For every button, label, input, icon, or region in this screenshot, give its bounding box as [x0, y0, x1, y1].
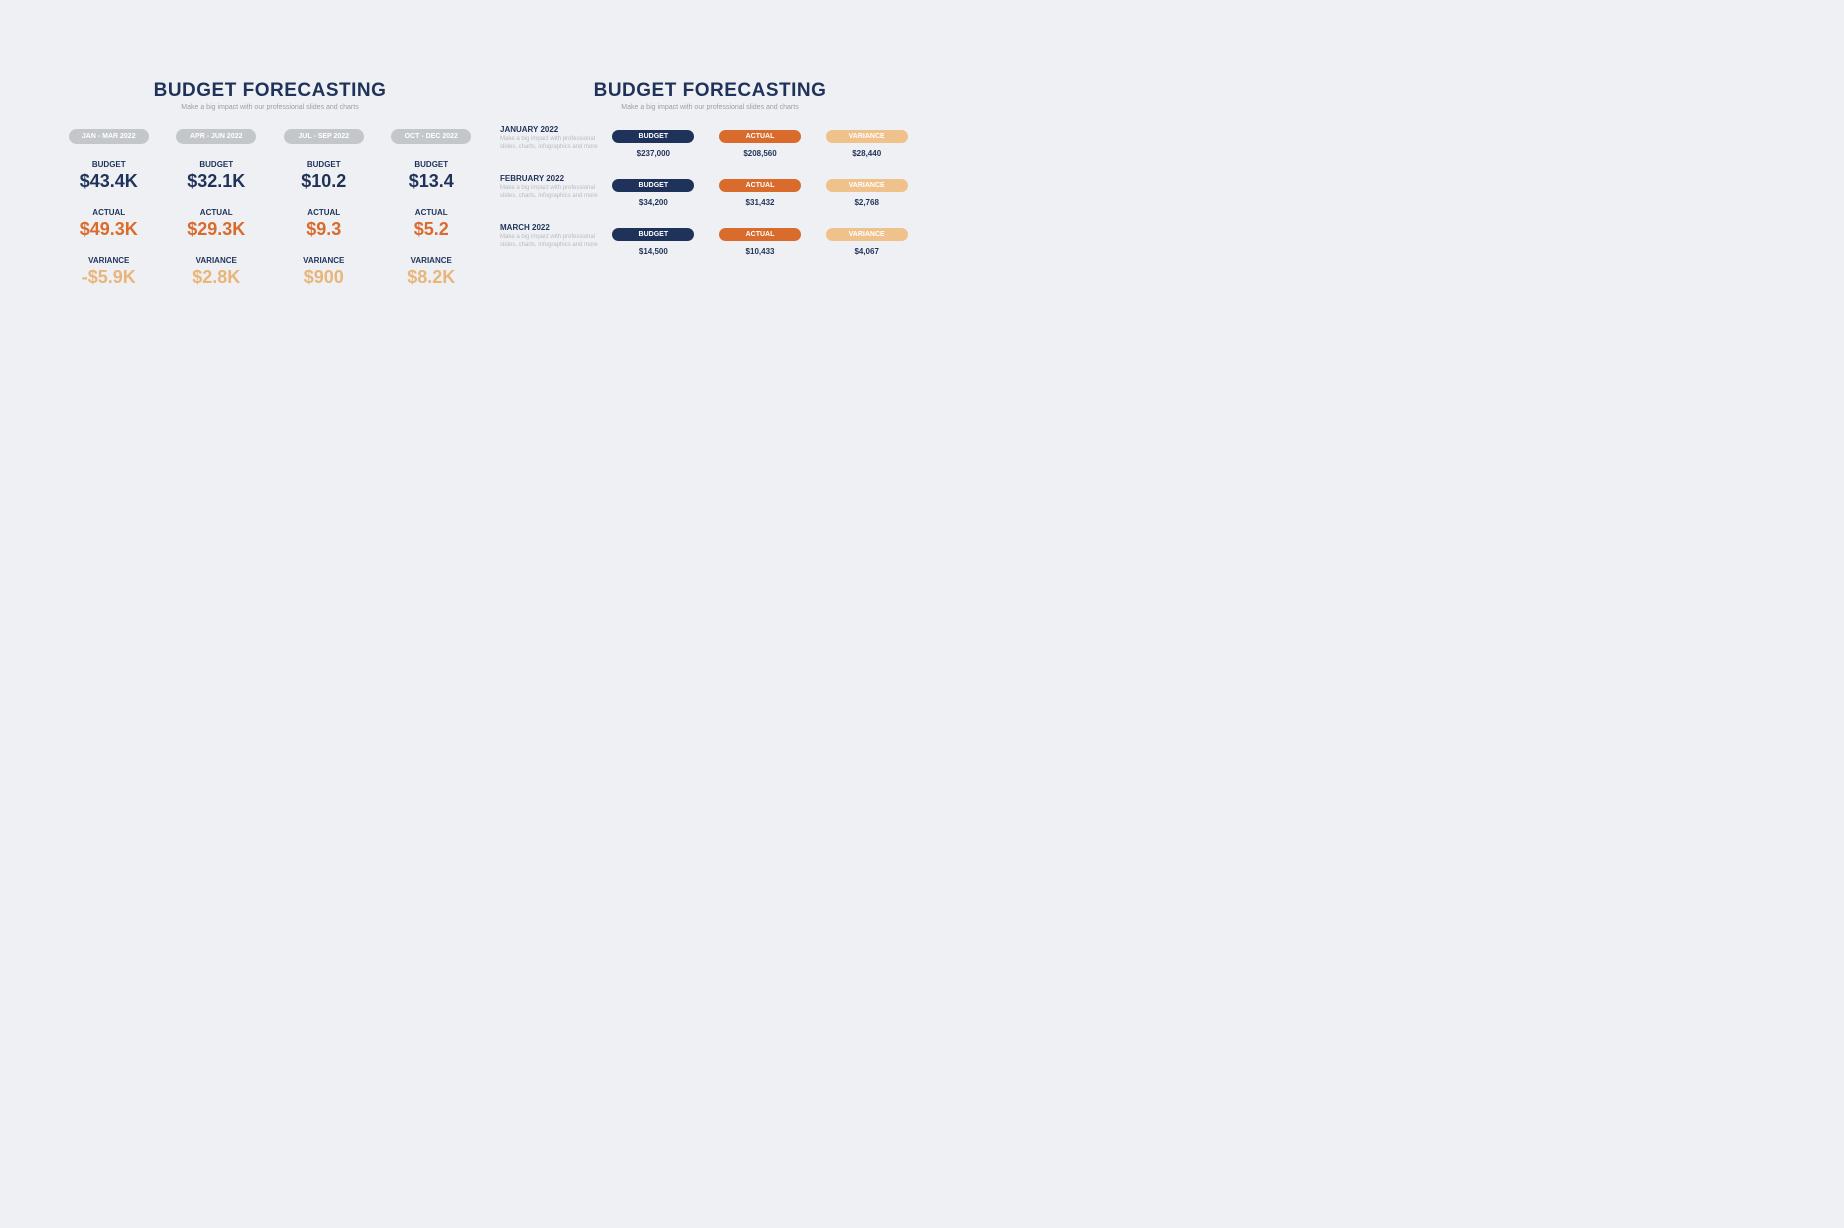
month-name: JANUARY 2022	[500, 125, 600, 134]
variance-header-pill: VARIANCE	[826, 179, 908, 192]
quarter-col: JUL - SEP 2022 BUDGET $10.2 ACTUAL $9.3 …	[275, 125, 373, 288]
month-budget-col: BUDGET $237,000	[600, 125, 707, 158]
slide-monthly: BUDGET FORECASTING Make a big impact wit…	[500, 80, 920, 288]
month-row: JANUARY 2022 Make a big impact with prof…	[500, 125, 920, 158]
month-desc: Make a big impact with professional slid…	[500, 185, 600, 201]
variance-label: VARIANCE	[383, 256, 481, 265]
slide-subtitle: Make a big impact with our professional …	[60, 104, 480, 111]
budget-value: $43.4K	[60, 171, 158, 192]
actual-label: ACTUAL	[168, 208, 266, 217]
variance-value: $900	[275, 267, 373, 288]
month-left: FEBRUARY 2022 Make a big impact with pro…	[500, 174, 600, 201]
actual-label: ACTUAL	[383, 208, 481, 217]
variance-value: $2.8K	[168, 267, 266, 288]
quarter-col: OCT - DEC 2022 BUDGET $13.4 ACTUAL $5.2 …	[383, 125, 481, 288]
month-desc: Make a big impact with professional slid…	[500, 136, 600, 152]
month-variance-col: VARIANCE $28,440	[813, 125, 920, 158]
month-actual-col: ACTUAL $31,432	[707, 174, 814, 207]
variance-value: $2,768	[813, 198, 920, 207]
slide-title: BUDGET FORECASTING	[60, 80, 480, 102]
month-variance-col: VARIANCE $2,768	[813, 174, 920, 207]
actual-value: $208,560	[707, 149, 814, 158]
quarter-range-pill: APR - JUN 2022	[176, 129, 256, 144]
actual-header-pill: ACTUAL	[719, 130, 801, 143]
month-name: FEBRUARY 2022	[500, 174, 600, 183]
month-budget-col: BUDGET $14,500	[600, 223, 707, 256]
variance-value: -$5.9K	[60, 267, 158, 288]
month-actual-col: ACTUAL $208,560	[707, 125, 814, 158]
month-left: MARCH 2022 Make a big impact with profes…	[500, 223, 600, 250]
budget-label: BUDGET	[168, 160, 266, 169]
budget-value: $32.1K	[168, 171, 266, 192]
actual-header-pill: ACTUAL	[719, 179, 801, 192]
budget-value: $237,000	[600, 149, 707, 158]
budget-value: $14,500	[600, 247, 707, 256]
slide-quarterly: BUDGET FORECASTING Make a big impact wit…	[60, 80, 480, 288]
quarter-range-pill: JAN - MAR 2022	[69, 129, 149, 144]
month-variance-col: VARIANCE $4,067	[813, 223, 920, 256]
budget-header-pill: BUDGET	[612, 228, 694, 241]
variance-value: $4,067	[813, 247, 920, 256]
month-budget-col: BUDGET $34,200	[600, 174, 707, 207]
budget-label: BUDGET	[60, 160, 158, 169]
actual-value: $10,433	[707, 247, 814, 256]
variance-label: VARIANCE	[275, 256, 373, 265]
actual-label: ACTUAL	[60, 208, 158, 217]
month-desc: Make a big impact with professional slid…	[500, 234, 600, 250]
month-name: MARCH 2022	[500, 223, 600, 232]
quarter-range-pill: JUL - SEP 2022	[284, 129, 364, 144]
variance-label: VARIANCE	[168, 256, 266, 265]
actual-value: $5.2	[383, 219, 481, 240]
variance-value: $8.2K	[383, 267, 481, 288]
quarter-col: APR - JUN 2022 BUDGET $32.1K ACTUAL $29.…	[168, 125, 266, 288]
month-actual-col: ACTUAL $10,433	[707, 223, 814, 256]
budget-label: BUDGET	[275, 160, 373, 169]
month-left: JANUARY 2022 Make a big impact with prof…	[500, 125, 600, 152]
budget-header-pill: BUDGET	[612, 179, 694, 192]
quarter-col: JAN - MAR 2022 BUDGET $43.4K ACTUAL $49.…	[60, 125, 158, 288]
actual-label: ACTUAL	[275, 208, 373, 217]
quarters-row: JAN - MAR 2022 BUDGET $43.4K ACTUAL $49.…	[60, 125, 480, 288]
month-row: FEBRUARY 2022 Make a big impact with pro…	[500, 174, 920, 207]
actual-value: $29.3K	[168, 219, 266, 240]
quarter-range-pill: OCT - DEC 2022	[391, 129, 471, 144]
budget-header-pill: BUDGET	[612, 130, 694, 143]
slide-title: BUDGET FORECASTING	[500, 80, 920, 102]
actual-value: $9.3	[275, 219, 373, 240]
budget-value: $10.2	[275, 171, 373, 192]
actual-value: $31,432	[707, 198, 814, 207]
slides-container: BUDGET FORECASTING Make a big impact wit…	[0, 0, 980, 288]
budget-value: $34,200	[600, 198, 707, 207]
actual-value: $49.3K	[60, 219, 158, 240]
variance-header-pill: VARIANCE	[826, 228, 908, 241]
budget-label: BUDGET	[383, 160, 481, 169]
variance-header-pill: VARIANCE	[826, 130, 908, 143]
budget-value: $13.4	[383, 171, 481, 192]
month-row: MARCH 2022 Make a big impact with profes…	[500, 223, 920, 256]
slide-subtitle: Make a big impact with our professional …	[500, 104, 920, 111]
variance-label: VARIANCE	[60, 256, 158, 265]
variance-value: $28,440	[813, 149, 920, 158]
actual-header-pill: ACTUAL	[719, 228, 801, 241]
